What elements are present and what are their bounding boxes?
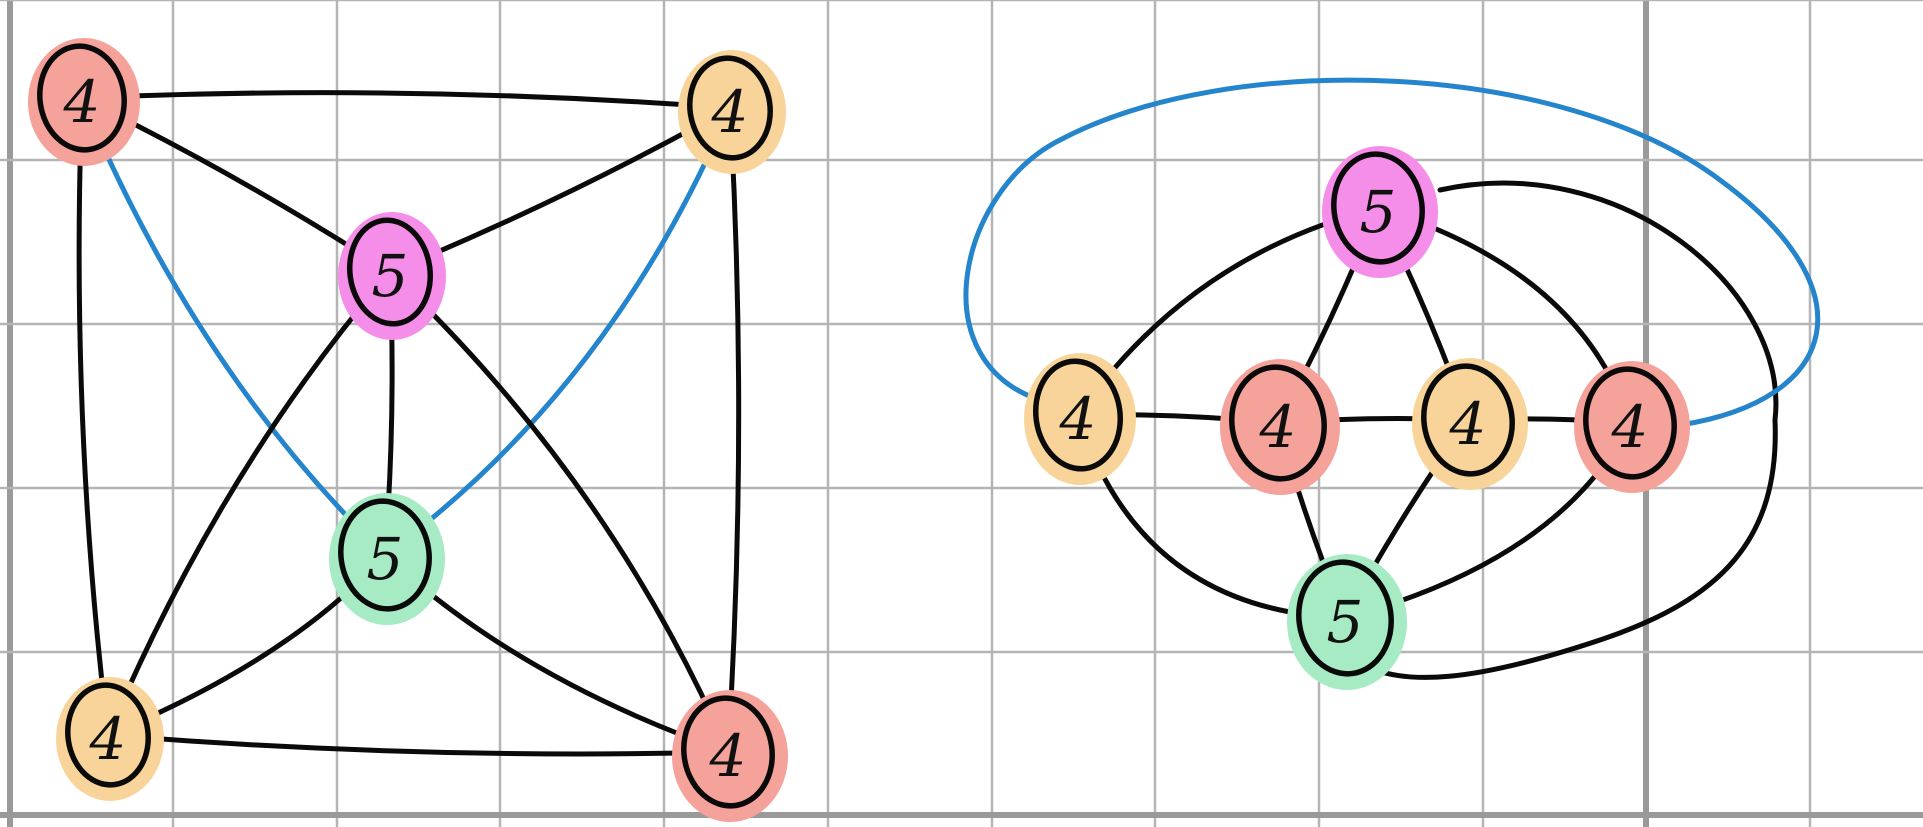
node-red-4: 4 [672, 690, 788, 822]
node-circle [1032, 358, 1124, 472]
node-red-4: 4 [1220, 359, 1340, 495]
highlighted-edge-a-d [963, 77, 1821, 428]
left-graph-nodes: 4 4 5 5 4 4 [28, 38, 788, 822]
node-circle [1331, 151, 1425, 265]
edge-tl-bl [76, 95, 111, 738]
node-highlight [1220, 359, 1340, 495]
node-orange-4: 4 [1024, 353, 1136, 485]
node-label: 5 [367, 525, 404, 593]
node-orange-4: 4 [1412, 358, 1528, 490]
node-label: 5 [1327, 588, 1364, 656]
node-label: 5 [372, 242, 409, 310]
node-green-5: 5 [1287, 554, 1407, 690]
node-highlight [1287, 554, 1407, 690]
node-red-4: 4 [28, 38, 140, 166]
node-circle [1583, 366, 1677, 480]
node-circle [681, 695, 775, 809]
edge-ts-br [387, 269, 731, 755]
node-circle [687, 55, 773, 161]
node-circle [1296, 559, 1394, 677]
node-circle [346, 217, 434, 327]
node-red-4: 4 [1574, 361, 1690, 493]
node-pink-5: 5 [338, 212, 446, 340]
node-orange-4: 4 [678, 50, 786, 174]
node-label: 4 [709, 722, 747, 790]
highlighted-edge-tl-cs [79, 95, 388, 558]
node-circle [37, 43, 127, 153]
nodes-layer: 4 4 5 5 4 4 4 4 4 4 5 5 [28, 38, 1690, 822]
left-graph-edges [76, 90, 742, 757]
node-label: 4 [63, 68, 101, 136]
node-circle [1229, 364, 1327, 482]
edge-tl-tr [79, 90, 733, 111]
node-label: 4 [1449, 390, 1487, 458]
edge-bl-br [105, 732, 731, 757]
node-label: 4 [1059, 385, 1097, 453]
node-circle [65, 682, 151, 788]
node-label: 4 [1611, 393, 1649, 461]
node-pink-5: 5 [1322, 146, 1438, 278]
node-circle [1421, 363, 1515, 477]
node-orange-4: 4 [56, 677, 164, 801]
node-label: 5 [1360, 178, 1397, 246]
edge-p-g [1352, 180, 1779, 680]
node-label: 4 [711, 78, 749, 146]
node-label: 4 [1259, 393, 1297, 461]
right-graph-nodes: 4 4 4 4 5 5 [1024, 146, 1690, 690]
highlighted-edge-tr-cs [382, 105, 733, 558]
node-green-5: 5 [329, 493, 445, 625]
edge-ts-bl [105, 269, 393, 738]
node-label: 4 [89, 705, 127, 773]
node-circle [338, 498, 432, 612]
edge-tr-br [725, 105, 742, 755]
edge-tr-ts [387, 105, 733, 275]
